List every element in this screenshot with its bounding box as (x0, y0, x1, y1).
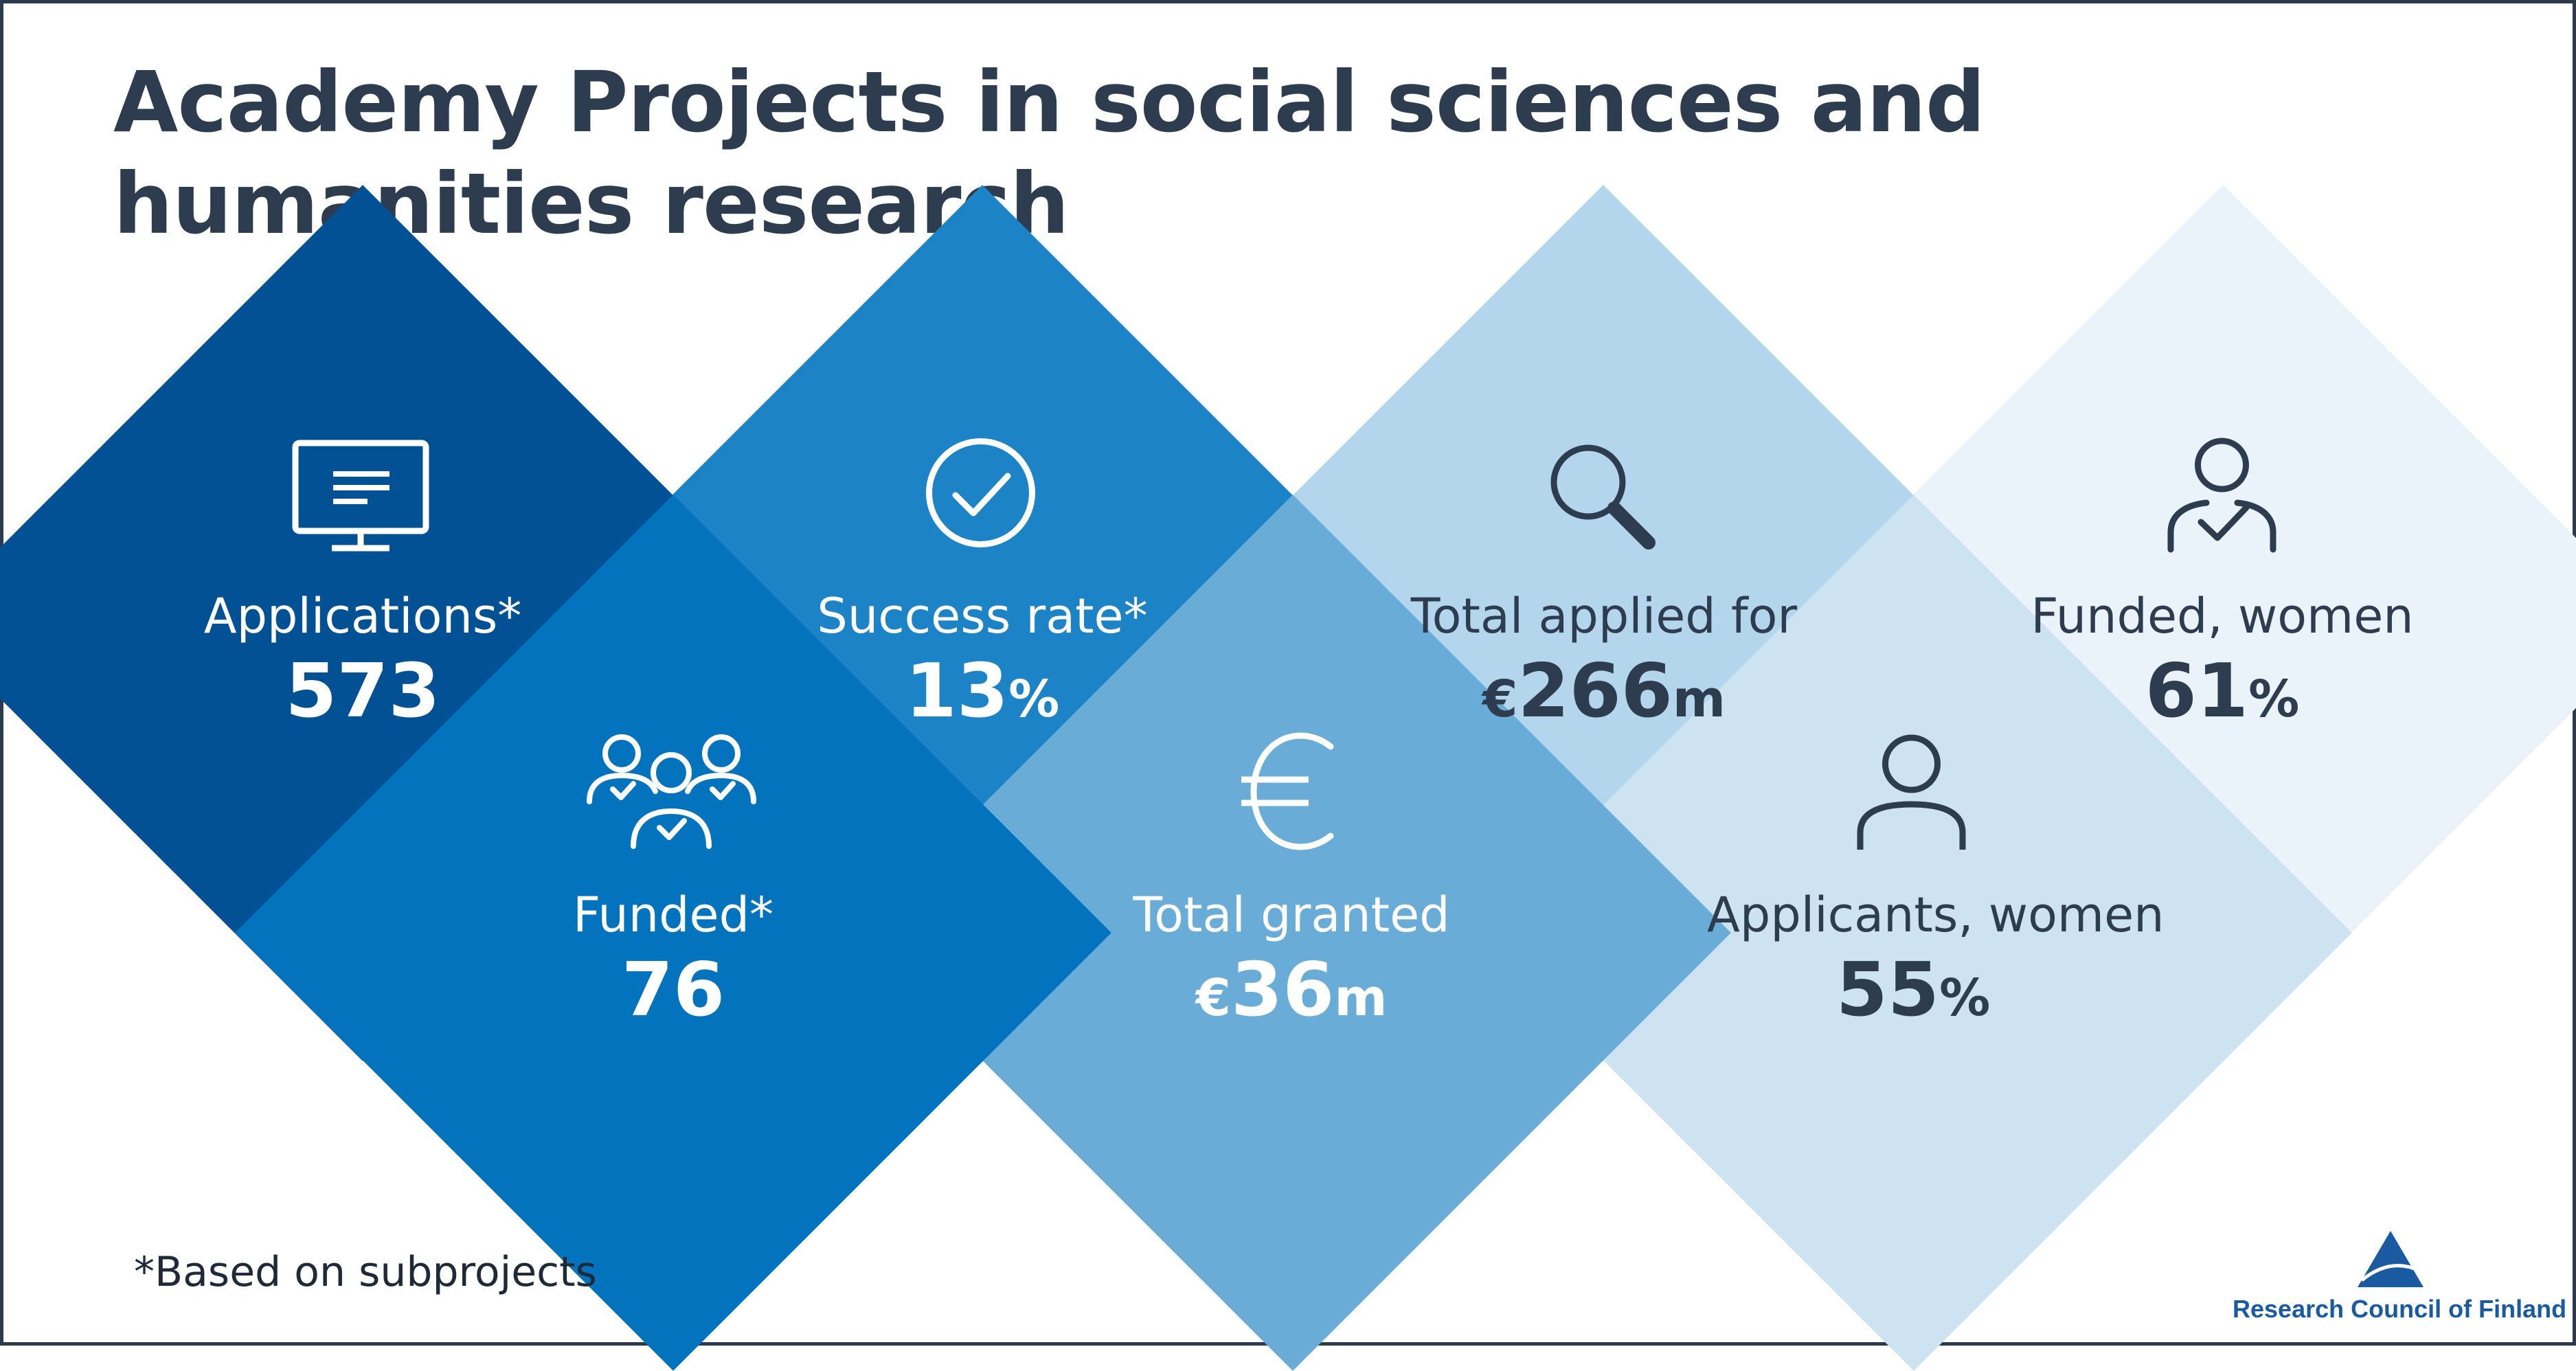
total-granted-unit: m (1334, 968, 1388, 1028)
total-granted-label: Total granted (1133, 887, 1450, 943)
total-applied-label: Total applied for (1410, 588, 1798, 644)
total-granted-number: 36 (1231, 947, 1335, 1033)
total-granted-value: €36m (1085, 948, 1498, 1041)
success-rate-unit: % (1008, 670, 1060, 729)
group-check-icon (587, 734, 756, 849)
monitor-icon (292, 440, 429, 552)
funded-label: Funded* (572, 887, 774, 943)
applications-stat: Applications* 573 (157, 587, 569, 734)
page-title: Academy Projects in social sciences and … (113, 52, 2312, 255)
funded-women-value: 61% (2016, 649, 2428, 742)
funded-stat: Funded* 76 (467, 886, 879, 1033)
check-circle-icon (926, 438, 1035, 547)
applications-label: Applications* (203, 588, 522, 644)
applicants-women-value: 55% (1707, 948, 2119, 1041)
total-granted-prefix: € (1195, 968, 1232, 1028)
title-line-2: humanities research (113, 155, 1070, 253)
total-applied-prefix: € (1482, 670, 1518, 729)
success-rate-number: 13 (905, 648, 1009, 734)
applicants-women-label: Applicants, women (1707, 887, 2165, 943)
euro-icon (1241, 732, 1334, 850)
person-check-icon (2167, 438, 2276, 553)
footnote: *Based on subprojects (134, 1248, 597, 1296)
success-rate-label: Success rate* (817, 588, 1148, 644)
magnifier-icon (1550, 444, 1656, 549)
total-granted-stat: Total granted €36m (1085, 886, 1498, 1041)
funded-women-number: 61 (2145, 648, 2249, 734)
funded-value: 76 (621, 947, 725, 1033)
applications-value: 573 (285, 648, 440, 734)
applicants-women-number: 55 (1835, 947, 1940, 1033)
funded-women-unit: % (2248, 670, 2300, 729)
funded-women-stat: Funded, women 61% (2016, 587, 2428, 742)
triangle-logo-icon (2358, 1231, 2424, 1287)
applicants-women-stat: Applicants, women 55% (1707, 886, 2165, 1041)
total-applied-number: 266 (1517, 648, 1673, 734)
success-rate-value: 13% (776, 649, 1188, 742)
total-applied-unit: m (1672, 670, 1726, 729)
applicants-women-unit: % (1939, 968, 1991, 1028)
title-line-1: Academy Projects in social sciences and (113, 54, 1985, 151)
success-rate-stat: Success rate* 13% (776, 587, 1188, 742)
funded-women-label: Funded, women (2031, 588, 2414, 644)
total-applied-stat: Total applied for €266m (1398, 587, 1810, 742)
brand-name: Research Council of Finland (2233, 1295, 2567, 1323)
total-applied-value: €266m (1398, 649, 1810, 742)
person-icon (1857, 734, 1966, 850)
